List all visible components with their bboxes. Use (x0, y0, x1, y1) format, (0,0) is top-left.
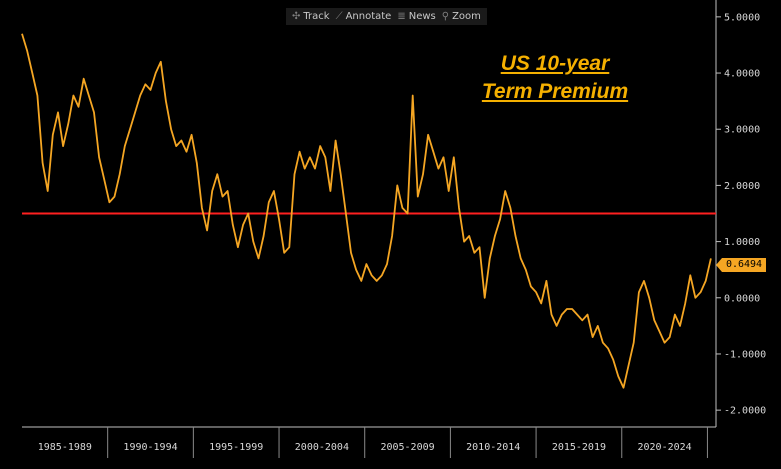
x-tick-label: 2005-2009 (380, 442, 434, 453)
y-tick-label: 3.0000 (724, 125, 760, 136)
x-axis: 1985-1989 1990-1994 1995-1999 2000-2004 2005… (38, 427, 708, 458)
last-value-badge: 0.6494 (716, 258, 766, 272)
y-tick-label: -1.0000 (724, 349, 766, 360)
x-tick-label: 2000-2004 (295, 442, 349, 453)
zoom-button[interactable]: ⚲ Zoom (442, 11, 481, 22)
y-tick-label: 0.0000 (724, 293, 760, 304)
y-tick-label: 1.0000 (724, 237, 760, 248)
track-button[interactable]: ✣ Track (292, 11, 330, 22)
annotate-button[interactable]: ⟋ Annotate (336, 11, 392, 22)
zoom-label: Zoom (452, 11, 481, 22)
chart-title-line-2: Term Premium (481, 80, 629, 103)
news-button[interactable]: ≣ News (397, 11, 435, 22)
y-tick-label: -2.0000 (724, 406, 766, 417)
x-tick-label: 1995-1999 (209, 442, 263, 453)
track-label: Track (303, 11, 330, 22)
news-icon: ≣ (397, 11, 406, 22)
x-tick-label: 1985-1989 (38, 442, 92, 453)
term-premium-line (21, 33, 712, 389)
y-tick-label: 2.0000 (724, 181, 760, 192)
y-tick-label: 5.0000 (724, 12, 760, 23)
y-tick-label: 4.0000 (724, 69, 760, 80)
annotate-label: Annotate (345, 11, 392, 22)
x-tick-label: 2010-2014 (466, 442, 520, 453)
chart-toolbar: ✣ Track ⟋ Annotate ≣ News ⚲ Zoom (286, 8, 487, 25)
pencil-icon: ⟋ (335, 11, 343, 22)
chart-title: US 10-year Term Premium (470, 50, 640, 106)
x-tick-label: 1990-1994 (123, 442, 177, 453)
magnifier-icon: ⚲ (441, 11, 450, 22)
crosshair-icon: ✣ (292, 11, 301, 22)
chart-title-line-1: US 10-year (500, 52, 610, 75)
x-tick-label: 2015-2019 (552, 442, 606, 453)
news-label: News (408, 11, 436, 22)
x-tick-label: 2020-2024 (637, 442, 691, 453)
y-axis: 5.0000 4.0000 3.0000 2.0000 1.0000 0.0000 -1.0… (716, 12, 766, 417)
